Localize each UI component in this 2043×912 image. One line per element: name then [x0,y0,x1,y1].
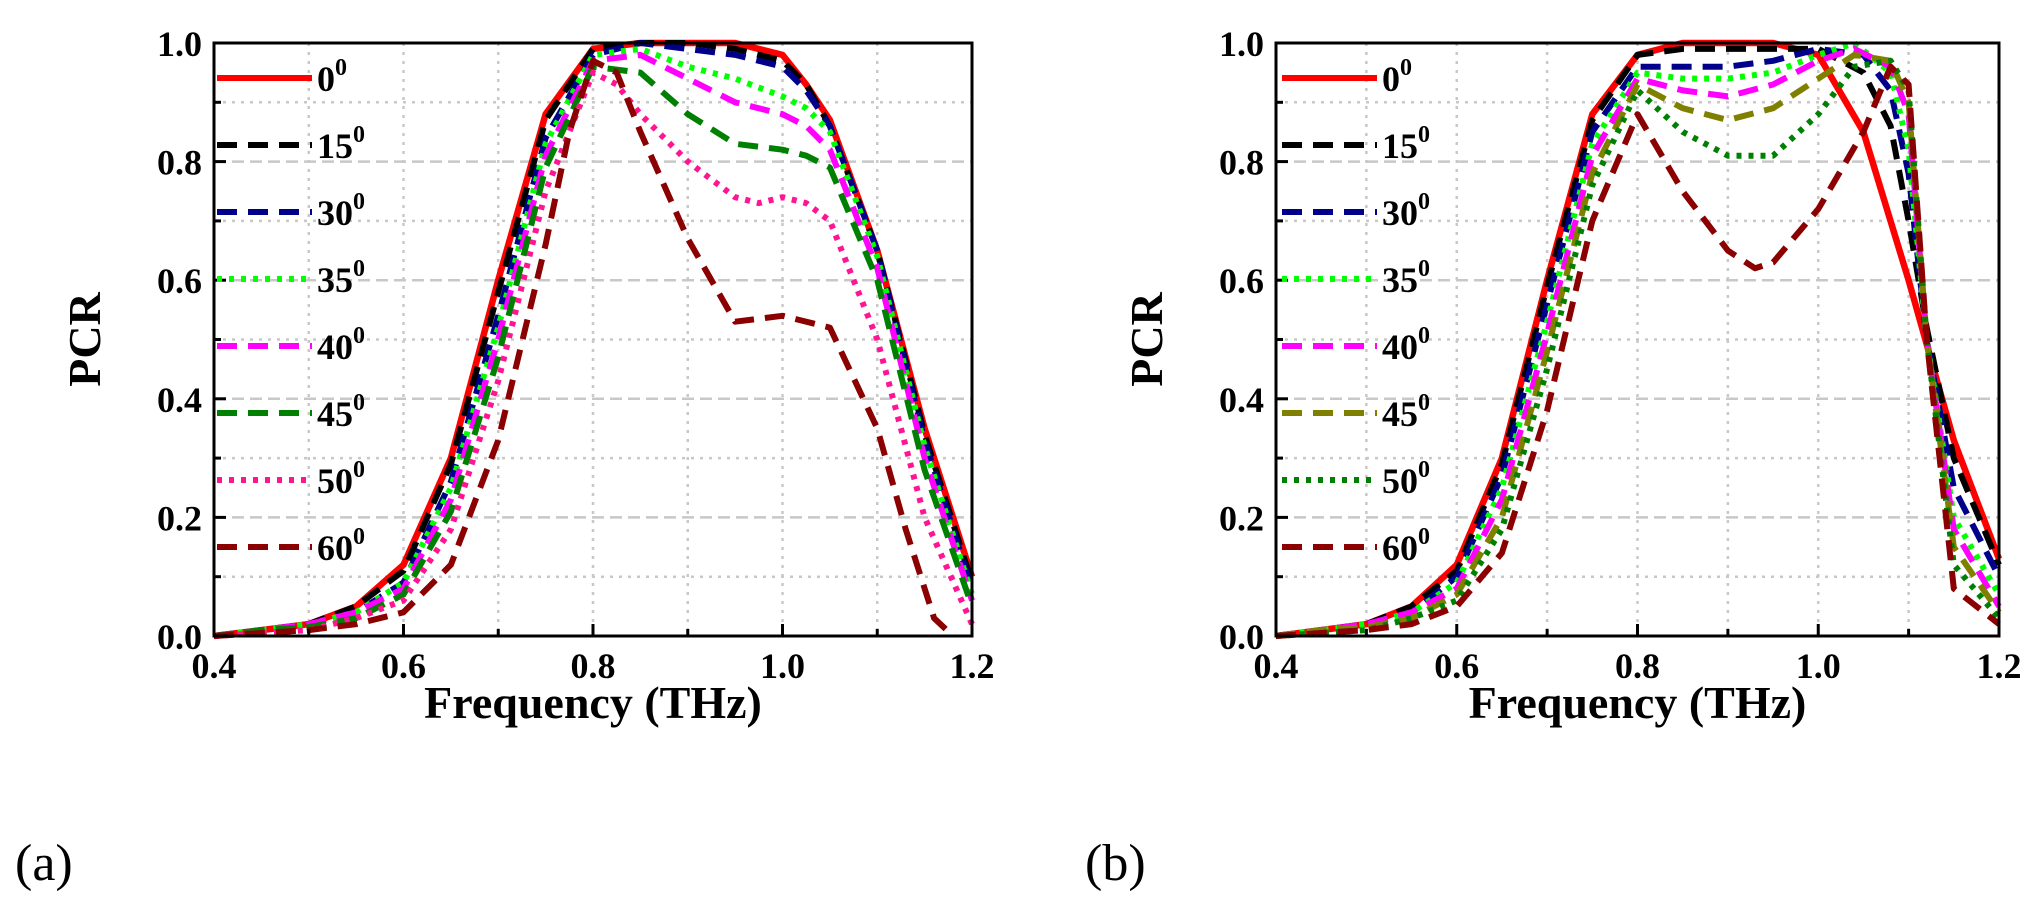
legend-label-superscript: 0 [1418,524,1430,550]
legend-label: 150 [317,122,365,166]
series-line-60 [213,57,956,639]
legend-label: 450 [1382,390,1430,434]
grid [1276,43,1999,636]
x-tick-label: 1.2 [950,646,995,686]
x-tick-label: 0.8 [1615,646,1660,686]
y-tick-label: 0.4 [1219,380,1264,420]
legend-label: 500 [1382,457,1430,501]
legend-label-superscript: 0 [353,122,365,148]
y-tick-label: 0.8 [1219,143,1264,183]
legend-label-superscript: 0 [353,390,365,416]
legend-label: 00 [317,55,347,99]
panel-label: (b) [1085,835,1146,892]
y-tick-label: 0.4 [157,380,202,420]
legend-item: 300 [217,189,365,233]
y-tick-label: 0.0 [157,617,202,657]
panel-a: 0.4 0.6 0.8 1.0 1.20.00.20.40.60.81.0Frequen… [15,24,995,892]
legend-label: 300 [317,189,365,233]
x-tick-label: 1.2 [1977,646,2022,686]
legend-label-superscript: 0 [1418,457,1430,483]
y-tick-label: 0.2 [1219,498,1264,538]
legend-item: 450 [217,390,365,434]
y-tick-label: 0.8 [157,143,202,183]
legend-item: 300 [1282,189,1430,233]
y-axis-label: PCR [1121,291,1172,386]
plot-series [213,39,976,640]
legend-label: 00 [1382,55,1412,99]
y-axis-label: PCR [59,291,110,386]
legend-label: 600 [317,524,365,568]
legend-label-superscript: 0 [1400,55,1412,81]
legend-label-superscript: 0 [353,189,365,215]
x-tick-label: 1.0 [1796,646,1841,686]
legend-label: 300 [1382,189,1430,233]
panel-b: 0.4 0.6 0.8 1.0 1.20.00.20.40.60.81.0Frequen… [1085,24,2022,892]
legend-item: 350 [1282,256,1430,300]
legend-item: 400 [1282,323,1430,367]
y-tick-label: 1.0 [1219,24,1264,64]
legend-item: 400 [217,323,365,367]
legend-label-superscript: 0 [1418,122,1430,148]
series-line-40 [1275,45,2002,639]
x-tick-label: 0.4 [1254,646,1299,686]
legend-label: 400 [1382,323,1430,367]
x-axis-label: Frequency (THz) [1469,677,1807,728]
plot-series [1275,39,2003,640]
legend-label: 350 [317,256,365,300]
panel-label: (a) [15,835,73,892]
legend-label-superscript: 0 [1418,323,1430,349]
legend-label: 600 [1382,524,1430,568]
y-tick-label: 0.2 [157,498,202,538]
legend-label-superscript: 0 [1418,256,1430,282]
legend-label: 500 [317,457,365,501]
legend-item: 450 [1282,390,1430,434]
series-line-35 [1275,40,2002,639]
legend-label-superscript: 0 [335,55,347,81]
legend-item: 150 [1282,122,1430,166]
legend-label-superscript: 0 [1418,189,1430,215]
legend-label-superscript: 0 [353,256,365,282]
series-line-40 [213,51,975,639]
legend-item: 350 [217,256,365,300]
legend-item: 600 [217,524,365,568]
legend-label: 400 [317,323,365,367]
legend-label: 150 [1382,122,1430,166]
x-tick-label: 0.4 [192,646,237,686]
legend-item: 500 [1282,457,1430,501]
series-line-15 [1275,45,2002,639]
legend-label-superscript: 0 [353,457,365,483]
legend-item: 600 [1282,524,1430,568]
legend-item: 500 [217,457,365,501]
y-tick-label: 1.0 [157,24,202,64]
legend-label-superscript: 0 [353,524,365,550]
legend-item: 150 [217,122,365,166]
grid [214,43,972,636]
x-tick-label: 0.6 [381,646,426,686]
x-tick-label: 0.8 [571,646,616,686]
y-tick-label: 0.6 [1219,261,1264,301]
legend-item: 00 [217,55,347,99]
legend-label-superscript: 0 [1418,390,1430,416]
y-tick-label: 0.6 [157,261,202,301]
x-tick-label: 1.0 [760,646,805,686]
x-axis-label: Frequency (THz) [424,677,762,728]
legend-item: 00 [1282,55,1412,99]
x-tick-label: 0.6 [1434,646,1479,686]
legend-label-superscript: 0 [353,323,365,349]
legend-label: 450 [317,390,365,434]
series-line-60 [1275,63,2001,639]
y-tick-label: 0.0 [1219,617,1264,657]
legend-label: 350 [1382,256,1430,300]
